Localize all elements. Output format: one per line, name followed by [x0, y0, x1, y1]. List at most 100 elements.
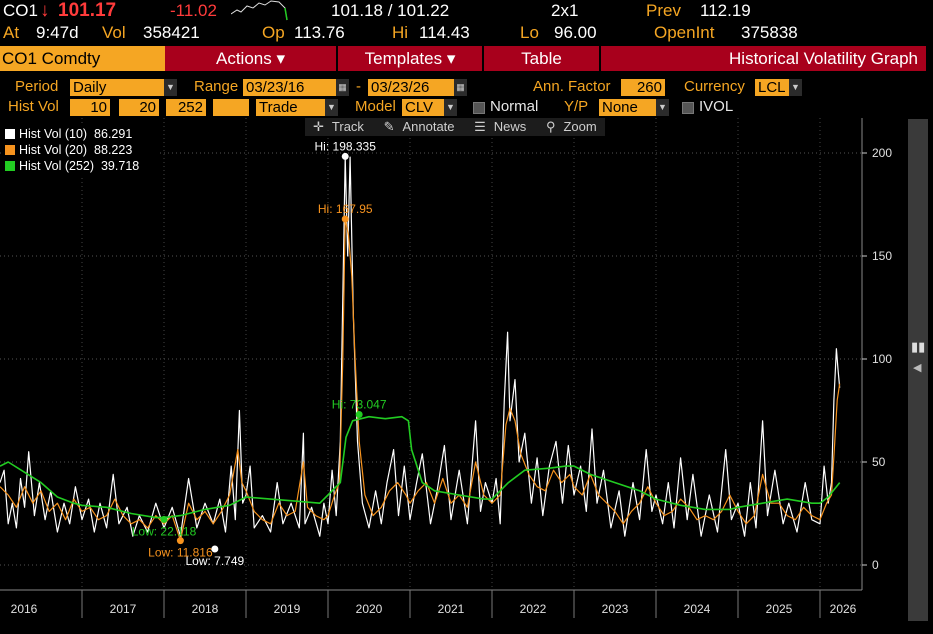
- zoom-button[interactable]: ⚲ Zoom: [538, 119, 605, 134]
- range-dash: -: [356, 78, 361, 95]
- annotation-marker: [160, 515, 168, 523]
- range-label: Range: [194, 78, 239, 95]
- bar-chart-icon[interactable]: ▮▮: [911, 339, 926, 354]
- normal-label: Normal: [490, 98, 539, 115]
- track-button[interactable]: ✛ Track: [305, 119, 372, 134]
- magnifier-icon: ⚲: [545, 119, 556, 134]
- x-tick-label: 2023: [602, 602, 629, 616]
- last-price: 101.17: [58, 0, 117, 21]
- chevron-down-icon: ▼: [444, 99, 457, 116]
- volatility-chart[interactable]: 0 50 100 150 200 2016 2017 2018 2019 2020 2021 2022…: [0, 118, 905, 634]
- chevron-down-icon: ▼: [325, 99, 338, 116]
- currency-label: Currency: [684, 78, 745, 95]
- legend-item[interactable]: Hist Vol (20) 88.223: [2, 142, 158, 158]
- chevron-down-icon: ▼: [656, 99, 669, 116]
- ticker: CO1: [3, 1, 38, 20]
- chevron-down-icon: ▼: [164, 79, 177, 96]
- templates-menu[interactable]: Templates ▾: [338, 46, 482, 71]
- ann-factor-field[interactable]: 260: [621, 79, 665, 96]
- y-tick-label: 100: [872, 352, 892, 366]
- annotation-label: Low: 22.118: [132, 524, 197, 538]
- period-label: Period: [15, 78, 59, 95]
- model-value: CLV: [405, 99, 434, 116]
- legend-series-name: Hist Vol (20): [19, 143, 88, 157]
- menu-bar: CO1 Comdty Actions ▾ Templates ▾ Table H…: [0, 46, 933, 71]
- annotation-label: Low: 11.816: [148, 546, 213, 560]
- calendar-icon[interactable]: ▦: [336, 79, 349, 96]
- price-type-select[interactable]: Trade ▼: [256, 99, 338, 116]
- ivol-label: IVOL: [699, 98, 734, 115]
- x-tick-label: 2025: [766, 602, 793, 616]
- news-icon: ☰: [474, 119, 486, 134]
- prev-label: Prev: [646, 1, 681, 20]
- legend-series-name: Hist Vol (252): [19, 159, 95, 173]
- chart-scrollbar[interactable]: ▮▮ ◀: [908, 119, 928, 621]
- start-date-field[interactable]: 03/23/16 ▦: [243, 79, 349, 96]
- chart-legend: Hist Vol (10) 86.291 Hist Vol (20) 88.22…: [2, 126, 158, 178]
- annotation-label: Hi: 167.95: [318, 202, 373, 216]
- security-field[interactable]: CO1 Comdty: [0, 46, 165, 71]
- yp-label: Y/P: [564, 98, 589, 115]
- ivol-checkbox[interactable]: [682, 102, 694, 114]
- actions-menu[interactable]: Actions ▾: [165, 46, 336, 71]
- x-tick-label: 2026: [830, 602, 857, 616]
- yp-value: None: [602, 99, 638, 116]
- open-label: Op: [262, 23, 285, 42]
- legend-item[interactable]: Hist Vol (10) 86.291: [2, 126, 158, 142]
- down-arrow-icon: ↓: [40, 0, 50, 21]
- period-select[interactable]: Daily ▼: [70, 79, 177, 96]
- pencil-icon: ✎: [383, 119, 395, 134]
- series-line: [0, 415, 841, 519]
- chart-toolbar: ✛ Track ✎ Annotate ☰ News ⚲ Zoom: [305, 118, 605, 136]
- currency-select[interactable]: LCL ▼: [755, 79, 802, 96]
- collapse-left-icon[interactable]: ◀: [913, 362, 922, 374]
- legend-swatch: [5, 129, 15, 139]
- x-tick-label: 2021: [438, 602, 465, 616]
- annotation-marker: [176, 537, 184, 545]
- series-line: [0, 218, 841, 541]
- table-button[interactable]: Table: [484, 46, 599, 71]
- annotation-label: Hi: 73.047: [332, 398, 387, 412]
- legend-series-value: 88.223: [94, 143, 133, 157]
- vol-label: Vol: [102, 23, 126, 42]
- track-label: Track: [331, 119, 364, 134]
- x-tick-label: 2017: [110, 602, 137, 616]
- open-interest-label: OpenInt: [654, 23, 715, 42]
- at-label: At: [3, 23, 20, 42]
- price-type-value: Trade: [259, 99, 298, 116]
- currency-value: LCL: [758, 79, 786, 96]
- ann-factor-label: Ann. Factor: [533, 78, 611, 95]
- model-label: Model: [355, 98, 396, 115]
- zoom-label: Zoom: [563, 119, 597, 134]
- hist-vol-label: Hist Vol: [8, 98, 59, 115]
- x-tick-label: 2024: [684, 602, 711, 616]
- high-value: 114.43: [419, 23, 470, 42]
- news-label: News: [493, 119, 527, 134]
- hist-vol-period-2[interactable]: 20: [119, 99, 159, 116]
- crosshair-icon: ✛: [313, 119, 324, 134]
- quote-time: 9:47d: [36, 23, 79, 42]
- hist-vol-period-1[interactable]: 10: [70, 99, 110, 116]
- yp-select[interactable]: None ▼: [599, 99, 669, 116]
- legend-swatch: [5, 145, 15, 155]
- end-date-field[interactable]: 03/23/26 ▦: [368, 79, 467, 96]
- low-value: 96.00: [554, 23, 597, 42]
- x-tick-label: 2020: [356, 602, 383, 616]
- start-date-value: 03/23/16: [246, 79, 305, 96]
- y-tick-label: 200: [872, 146, 892, 160]
- annotate-button[interactable]: ✎ Annotate: [376, 119, 463, 134]
- normal-checkbox[interactable]: [473, 102, 485, 114]
- x-tick-label: 2019: [274, 602, 301, 616]
- price-change: -11.02: [170, 1, 217, 20]
- y-tick-label: 50: [872, 455, 886, 469]
- y-tick-label: 150: [872, 249, 892, 263]
- series-line: [0, 156, 841, 537]
- hist-vol-period-3[interactable]: 252: [166, 99, 206, 116]
- calendar-icon[interactable]: ▦: [454, 79, 467, 96]
- legend-item[interactable]: Hist Vol (252) 39.718: [2, 158, 158, 174]
- annotation-label: Hi: 198.335: [315, 139, 377, 153]
- model-select[interactable]: CLV ▼: [402, 99, 457, 116]
- hist-vol-period-4[interactable]: [213, 99, 249, 116]
- annotate-label: Annotate: [402, 119, 455, 134]
- news-button[interactable]: ☰ News: [466, 119, 534, 134]
